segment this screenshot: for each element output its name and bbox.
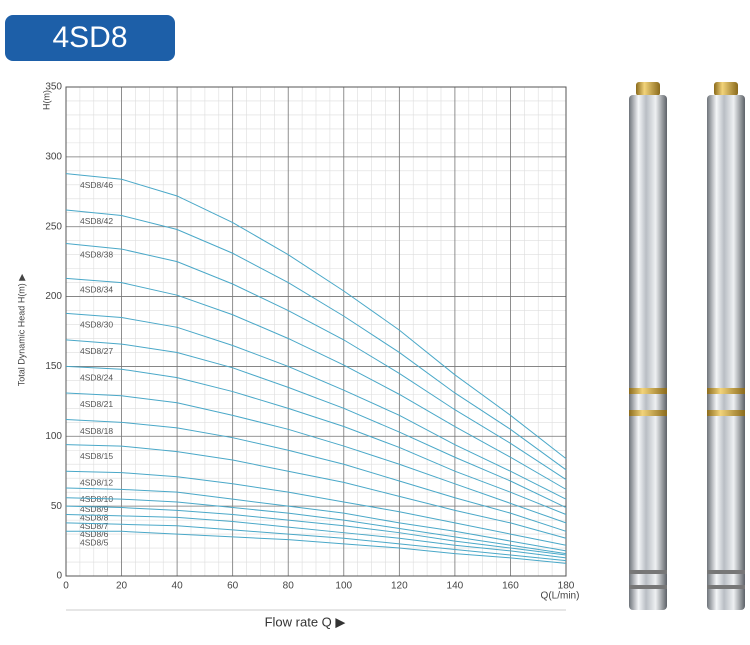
curve — [65, 514, 567, 559]
curve-label: 4SD8/15 — [80, 451, 113, 461]
y-tick-label: 100 — [45, 431, 62, 442]
x-tick-label: 0 — [63, 581, 69, 592]
curve — [65, 365, 567, 515]
curve-label: 4SD8/5 — [80, 538, 109, 548]
curve — [65, 487, 567, 552]
pump-right — [707, 82, 745, 610]
curve — [65, 312, 567, 500]
plot-frame — [65, 86, 567, 577]
y-tick-label: 50 — [51, 501, 63, 512]
curve — [65, 470, 567, 546]
curve — [65, 277, 567, 490]
curve-label: 4SD8/10 — [80, 494, 113, 504]
x-tick-label: 40 — [172, 581, 184, 592]
pump-left — [629, 82, 667, 610]
x-tick-label: 20 — [116, 581, 128, 592]
curve-label: 4SD8/9 — [80, 504, 109, 514]
curve — [65, 173, 567, 460]
x-unit: Q(L/min) — [541, 591, 580, 602]
curve — [65, 522, 567, 562]
title-badge — [5, 15, 175, 61]
x-tick-label: 120 — [391, 581, 408, 592]
x-tick-label: 100 — [335, 581, 352, 592]
curve-label: 4SD8/18 — [80, 426, 113, 436]
curve-label: 4SD8/8 — [80, 512, 109, 522]
y-tick-label: 350 — [45, 82, 62, 93]
curve-label: 4SD8/7 — [80, 521, 109, 531]
curve-label: 4SD8/27 — [80, 346, 113, 356]
curve-label: 4SD8/42 — [80, 216, 113, 226]
curve — [66, 530, 567, 564]
x-tick-label: 60 — [227, 581, 239, 592]
curve-label: 4SD8/6 — [80, 529, 109, 539]
y-tick-label: 300 — [45, 151, 62, 162]
curve-label: 4SD8/21 — [80, 399, 113, 409]
y-tick-label: 0 — [56, 571, 62, 582]
curve-label: 4SD8/30 — [80, 320, 113, 330]
y-unit: H(m) — [41, 90, 51, 110]
curve — [65, 339, 567, 508]
curve — [65, 392, 567, 524]
y-tick-label: 200 — [45, 291, 62, 302]
curve-label: 4SD8/34 — [80, 285, 113, 295]
curve-label: 4SD8/46 — [80, 180, 113, 190]
x-tick-label: 140 — [447, 581, 464, 592]
x-tick-label: 180 — [558, 581, 575, 592]
chart-title: 4SD8 — [52, 21, 127, 54]
curve-label: 4SD8/38 — [80, 250, 113, 260]
y-tick-label: 150 — [45, 361, 62, 372]
curve-label: 4SD8/24 — [80, 373, 113, 383]
curve-label: 4SD8/12 — [80, 477, 113, 487]
x-axis-label: Flow rate Q ▶ — [265, 614, 346, 629]
y-axis-label: Total Dynamic Head H(m) ▶ — [16, 274, 26, 387]
y-tick-label: 250 — [45, 221, 62, 232]
x-tick-label: 80 — [283, 581, 295, 592]
curve — [65, 209, 567, 471]
curve — [65, 419, 567, 532]
curve — [65, 444, 567, 539]
curve — [65, 497, 567, 555]
curve — [65, 505, 567, 556]
curve — [65, 242, 567, 481]
x-tick-label: 160 — [502, 581, 519, 592]
